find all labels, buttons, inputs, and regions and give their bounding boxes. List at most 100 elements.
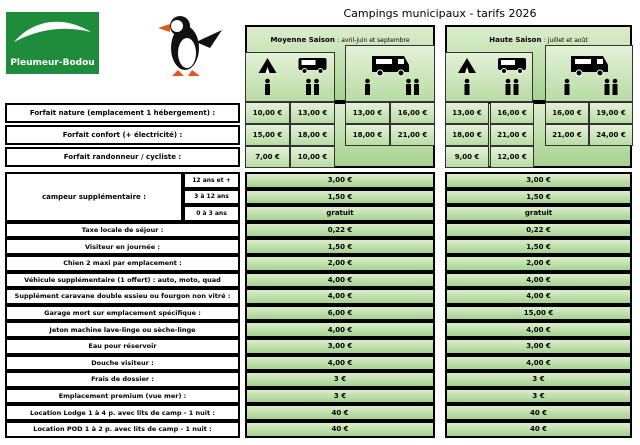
belly	[178, 38, 196, 68]
supplement-price: 2,00 €	[245, 255, 435, 272]
supplement-price: 4,00 €	[245, 354, 435, 372]
supplement-label: Chien 2 maxi par emplacement :	[5, 255, 240, 272]
supplement-price: 1,50 €	[245, 188, 435, 206]
forfait-price: 12,00 €	[490, 146, 534, 168]
icons	[258, 56, 419, 95]
forfait-price: 10,00 €	[245, 102, 290, 124]
person-icon	[564, 78, 570, 95]
supplement-price: 3,00 €	[445, 338, 632, 355]
supplement-label: Supplément caravane double essieu ou fou…	[5, 288, 240, 305]
supplement-price: gratuit	[445, 205, 632, 222]
forfait-price: 10,00 €	[290, 146, 335, 168]
supplement-price: 4,00 €	[245, 321, 435, 338]
puffin	[158, 16, 222, 76]
supplement-label: Frais de dossier :	[5, 371, 240, 388]
persons-icon	[306, 78, 319, 95]
supplement-price: 15,00 €	[445, 304, 632, 322]
supplement-price: 3,00 €	[445, 172, 632, 189]
supplement-price: 2,00 €	[445, 255, 632, 272]
season-name: Moyenne Saison	[270, 36, 338, 44]
logo-wave	[14, 21, 91, 42]
supplement-price: 3 €	[445, 371, 632, 388]
supplement-price: 40 €	[245, 421, 435, 438]
supplement-label: Jeton machine lave-linge ou sèche-linge	[5, 321, 240, 338]
supplement-price: 40 €	[445, 421, 632, 438]
season-title: Haute Saison : juillet et août	[489, 36, 587, 44]
season-period: : avril-juin et septembre	[337, 37, 410, 44]
forfait-price: 18,00 €	[345, 124, 390, 146]
forfait-price: 24,00 €	[589, 124, 633, 146]
feet	[172, 70, 200, 76]
supplement-price: 3 €	[245, 371, 435, 388]
tent-icon	[458, 58, 476, 73]
forfait-label: Forfait confort (+ électricité) :	[5, 125, 240, 145]
campeur-label: campeur supplémentaire :	[5, 172, 183, 222]
forfait-price: 19,00 €	[589, 102, 633, 124]
icon-group	[545, 45, 633, 102]
forfait-price: 18,00 €	[445, 124, 489, 146]
forfait-price: 18,00 €	[290, 124, 335, 146]
supplement-label: Douche visiteur :	[5, 354, 240, 372]
supplement-price: 4,00 €	[445, 321, 632, 338]
supplement-price: 3 €	[445, 387, 632, 405]
supplement-label: Véhicule supplémentaire (1 offert) : aut…	[5, 271, 240, 289]
camper-icon	[571, 56, 608, 77]
supplement-price: 1,50 €	[445, 238, 632, 255]
supplement-price: 3 €	[245, 387, 435, 405]
beak	[158, 24, 170, 32]
age-label: 0 à 3 ans	[183, 205, 240, 222]
supplement-price: 4,00 €	[445, 354, 632, 372]
supplement-label: Taxe locale de séjour :	[5, 221, 240, 239]
supplement-label: Garage mort sur emplacement spécifique :	[5, 304, 240, 322]
supplement-price: 4,00 €	[445, 271, 632, 289]
supplement-price: 40 €	[245, 404, 435, 421]
forfait-label: Forfait randonneur / cycliste :	[5, 147, 240, 167]
tent-icon	[258, 58, 277, 73]
supplement-price: 1,50 €	[245, 238, 435, 255]
forfait-price: 16,00 €	[390, 102, 435, 124]
supplement-price: 6,00 €	[245, 304, 435, 322]
van-icon	[498, 58, 526, 74]
supplement-price: 3,00 €	[245, 172, 435, 189]
supplement-price: gratuit	[245, 205, 435, 222]
forfait-price: 15,00 €	[245, 124, 290, 146]
forfait-price: 21,00 €	[390, 124, 435, 146]
supplement-price: 3,00 €	[245, 338, 435, 355]
title: Campings municipaux - tarifs 2026	[343, 6, 537, 20]
supplement-label: Location POD 1 à 2 p. avec lits de camp …	[5, 421, 240, 438]
face	[171, 20, 183, 32]
forfait-price: 16,00 €	[545, 102, 589, 124]
supplement-price: 0,22 €	[245, 221, 435, 239]
forfait-price: 13,00 €	[345, 102, 390, 124]
supplement-price: 4,00 €	[245, 271, 435, 289]
supplement-price: 4,00 €	[245, 288, 435, 305]
age-label: 3 à 12 ans	[183, 188, 240, 206]
season-name: Haute Saison	[489, 36, 544, 44]
forfait-price: 21,00 €	[545, 124, 589, 146]
supplement-price: 1,50 €	[445, 188, 632, 206]
icon-group	[245, 52, 335, 102]
age-label: 12 ans et +	[183, 172, 240, 189]
persons-icon	[505, 78, 519, 95]
person-icon	[464, 78, 470, 95]
person-icon	[265, 78, 270, 95]
supplement-price: 40 €	[445, 404, 632, 421]
wing	[196, 30, 222, 48]
forfait-label: Forfait nature (emplacement 1 hébergemen…	[5, 103, 240, 123]
icons	[458, 56, 618, 95]
logo: Pleumeur-Bodou	[6, 12, 99, 74]
supplement-price: 0,22 €	[445, 221, 632, 239]
season-title: Moyenne Saison : avril-juin et septembre	[270, 36, 409, 44]
persons-icon	[604, 78, 618, 95]
forfait-price: 13,00 €	[290, 102, 335, 124]
forfait-price: 21,00 €	[490, 124, 534, 146]
supplement-label: Visiteur en journée :	[5, 238, 240, 255]
camper-icon	[372, 56, 409, 77]
supplement-label: Eau pour réservoir	[5, 338, 240, 355]
season-period: : juillet et août	[543, 37, 588, 44]
forfait-price: 13,00 €	[445, 102, 489, 124]
supplement-price: 4,00 €	[445, 288, 632, 305]
forfait-price: 9,00 €	[445, 146, 489, 168]
forfait-price: 16,00 €	[490, 102, 534, 124]
